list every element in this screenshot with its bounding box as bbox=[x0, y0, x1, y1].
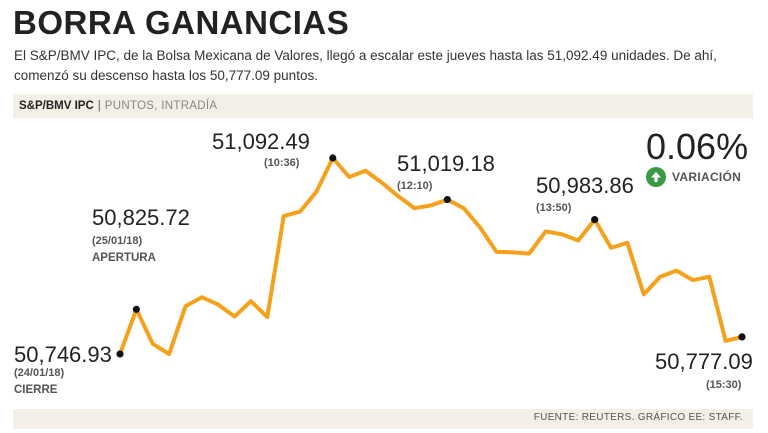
annotation-apertura-value: 50,825.72 bbox=[92, 205, 190, 230]
intro-text: El S&P/BMV IPC, de la Bolsa Mexicana de … bbox=[14, 48, 717, 83]
annotation-late-time: (13:50) bbox=[536, 202, 572, 214]
annotation-apertura-time: (25/01/18) bbox=[92, 235, 142, 247]
headline: BORRA GANANCIAS bbox=[13, 4, 350, 41]
annotation-cierre-time: (24/01/18) bbox=[14, 367, 64, 379]
data-point-last bbox=[738, 333, 746, 341]
data-point-late bbox=[591, 216, 599, 224]
variation-value: 0.06% bbox=[646, 126, 749, 167]
annotation-max-time: (10:36) bbox=[264, 157, 300, 169]
series-line bbox=[118, 156, 744, 356]
annotation-max-value: 51,092.49 bbox=[212, 129, 310, 154]
annotation-last-value: 50,777.09 bbox=[655, 349, 753, 374]
data-point-apertura bbox=[132, 305, 140, 313]
annotation-mid-time: (12:10) bbox=[397, 180, 433, 192]
data-point-mid bbox=[443, 195, 451, 204]
annotation-cierre-tag: CIERRE bbox=[14, 384, 58, 396]
chart-subtitle: PUNTOS, INTRADÍA bbox=[104, 100, 218, 112]
index-name: S&P/BMV IPC bbox=[19, 100, 94, 112]
chart-label-bar: S&P/BMV IPC | PUNTOS, INTRADÍA bbox=[13, 94, 753, 118]
annotation-apertura-tag: APERTURA bbox=[92, 252, 156, 264]
footer-bar: FUENTE: REUTERS. GRÁFICO EE: STAFF. bbox=[13, 409, 753, 429]
data-point-cierre bbox=[116, 350, 124, 358]
variation-row: VARIACIÓN bbox=[646, 166, 741, 188]
annotation-late-value: 50,983.86 bbox=[536, 173, 634, 198]
source-footer: FUENTE: REUTERS. GRÁFICO EE: STAFF. bbox=[533, 412, 743, 423]
data-point-max bbox=[329, 154, 337, 162]
variation-label: VARIACIÓN bbox=[672, 170, 742, 184]
label-separator: | bbox=[97, 100, 101, 112]
annotation-last-time: (15:30) bbox=[706, 379, 742, 391]
annotation-cierre-value: 50,746.93 bbox=[14, 342, 112, 367]
arrow-up-icon bbox=[646, 167, 666, 187]
annotation-mid-value: 51,019.18 bbox=[397, 151, 495, 176]
